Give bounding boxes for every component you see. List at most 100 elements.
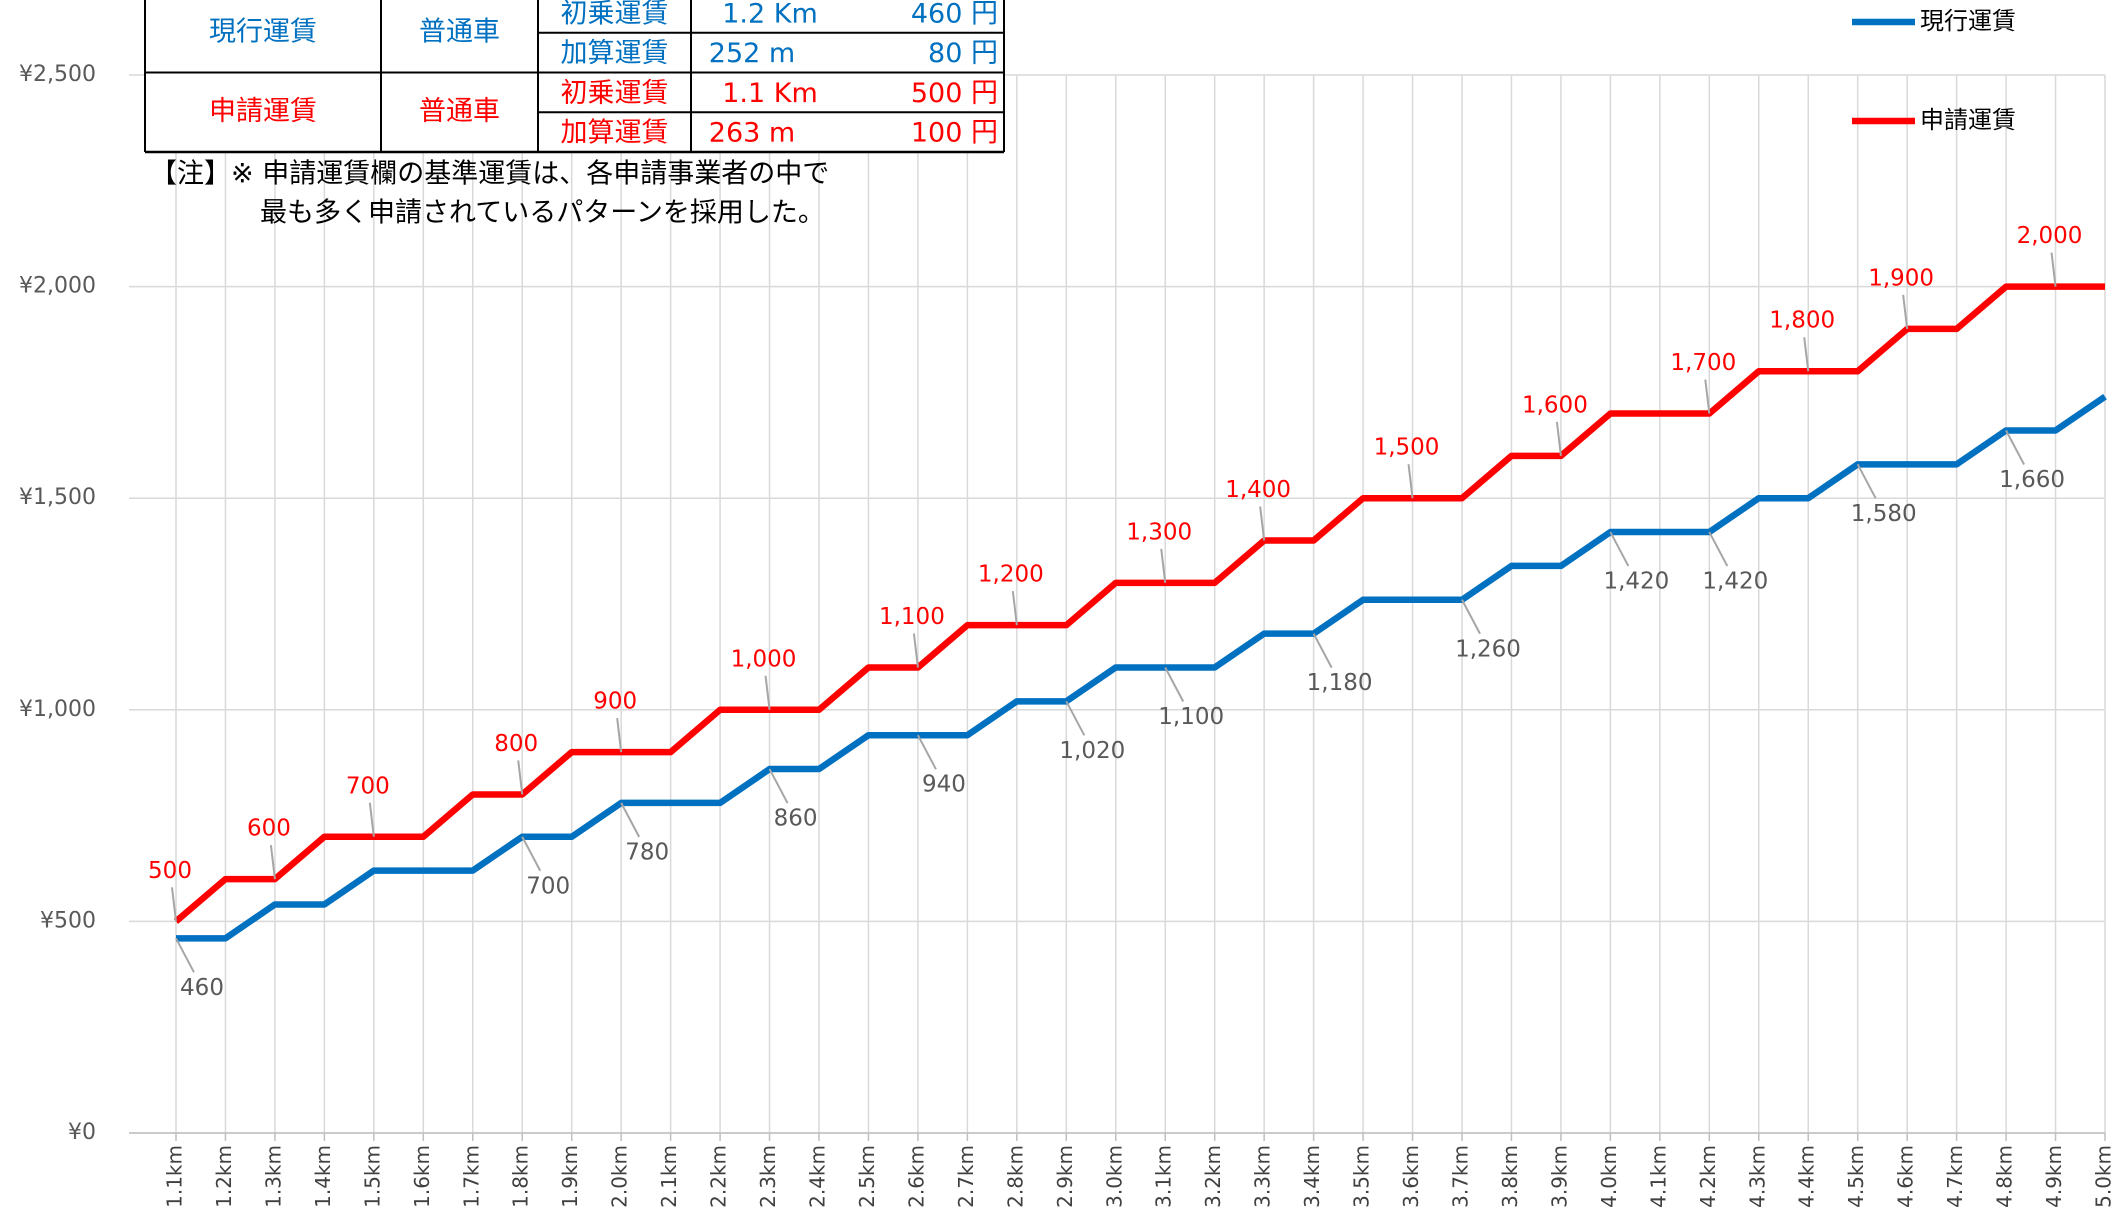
x-tick-label: 1.3km xyxy=(261,1145,285,1208)
data-label: 1,660 xyxy=(1999,467,2065,493)
leader-line xyxy=(368,802,375,837)
table-cell: 1.1 Km xyxy=(722,78,818,109)
data-label: 700 xyxy=(346,773,390,799)
leader-line xyxy=(269,844,276,880)
leader-line xyxy=(1065,700,1086,736)
leader-line xyxy=(171,887,177,922)
leader-line xyxy=(1461,599,1481,635)
table-cell: 263 m xyxy=(709,118,795,149)
x-tick-label: 3.6km xyxy=(1399,1145,1423,1208)
x-tick-label: 4.1km xyxy=(1646,1145,1670,1208)
leader-line xyxy=(1708,531,1729,567)
series-line xyxy=(173,283,2105,924)
data-label: 500 xyxy=(148,858,192,884)
x-tick-label: 2.1km xyxy=(657,1145,681,1208)
data-label: 600 xyxy=(247,816,291,842)
leader-line xyxy=(521,836,542,872)
table-bg xyxy=(145,0,1004,152)
leader-line xyxy=(1407,464,1414,499)
data-label: 780 xyxy=(625,839,669,865)
note-line: 【注】※ 申請運賃欄の基準運賃は、各申請事業者の中で xyxy=(150,159,829,190)
table-cell: 100 円 xyxy=(911,118,998,149)
table-cell: 500 円 xyxy=(911,78,998,109)
leader-line xyxy=(2050,252,2057,287)
x-tick-label: 2.9km xyxy=(1053,1145,1077,1208)
x-tick-label: 4.0km xyxy=(1597,1145,1621,1208)
table-cell: 普通車 xyxy=(419,16,500,47)
leader-line xyxy=(620,802,641,838)
data-label: 1,420 xyxy=(1702,569,1768,595)
table-cell: 加算運賃 xyxy=(561,38,669,69)
data-label: 1,580 xyxy=(1851,501,1917,527)
leader-line xyxy=(917,734,937,770)
leader-line xyxy=(2005,430,2025,465)
data-label: 2,000 xyxy=(2017,223,2083,249)
data-label: 860 xyxy=(774,806,818,832)
x-tick-label: 1.8km xyxy=(509,1145,533,1208)
x-tick-label: 3.7km xyxy=(1449,1145,1473,1208)
data-label: 1,260 xyxy=(1455,636,1521,662)
x-tick-label: 1.1km xyxy=(163,1145,187,1208)
series-line xyxy=(176,393,2107,942)
data-label: 1,100 xyxy=(1158,704,1224,730)
leader-line xyxy=(616,718,623,753)
y-tick-label: ¥1,000 xyxy=(19,697,96,722)
leader-line xyxy=(1803,337,1810,372)
table-cell: 申請運賃 xyxy=(209,96,317,127)
x-tick-label: 3.3km xyxy=(1251,1145,1275,1208)
x-tick-label: 3.8km xyxy=(1498,1145,1522,1208)
data-label: 1,180 xyxy=(1307,670,1373,696)
leader-line xyxy=(1609,531,1630,567)
table-cell: 460 円 xyxy=(911,0,998,29)
note-line: 最も多く申請されているパターンを採用した。 xyxy=(260,198,825,229)
leader-line xyxy=(1011,591,1018,626)
y-tick-label: ¥0 xyxy=(68,1120,96,1145)
data-label: 700 xyxy=(526,873,570,899)
data-label: 1,300 xyxy=(1126,519,1192,545)
leader-line xyxy=(517,760,524,795)
table-cell: 加算運賃 xyxy=(561,118,669,149)
y-tick-label: ¥2,500 xyxy=(19,62,96,87)
x-tick-label: 2.4km xyxy=(806,1145,830,1208)
leader-line xyxy=(1902,294,1909,330)
x-tick-label: 2.7km xyxy=(954,1145,978,1208)
table-cell: 初乗運賃 xyxy=(561,0,669,29)
legend-label: 現行運賃 xyxy=(1920,7,2016,35)
leader-line xyxy=(1555,421,1562,456)
x-tick-label: 4.7km xyxy=(1943,1145,1967,1208)
table-cell: 初乗運賃 xyxy=(561,78,669,109)
leader-line xyxy=(764,675,771,710)
data-label: 460 xyxy=(180,975,224,1001)
table-cell: 現行運賃 xyxy=(209,16,317,47)
data-label: 1,020 xyxy=(1059,738,1125,764)
x-tick-label: 1.2km xyxy=(212,1145,236,1208)
data-label: 1,420 xyxy=(1603,569,1669,595)
x-tick-label: 2.0km xyxy=(608,1145,632,1208)
table-cell: 252 m xyxy=(709,38,795,69)
x-tick-label: 1.4km xyxy=(311,1145,335,1208)
x-tick-label: 1.9km xyxy=(558,1145,582,1208)
leader-line xyxy=(175,937,195,973)
x-tick-label: 3.0km xyxy=(1102,1145,1126,1208)
leader-line xyxy=(1704,379,1711,414)
data-label: 1,900 xyxy=(1868,265,1934,291)
y-tick-label: ¥2,000 xyxy=(19,274,96,299)
x-tick-label: 2.6km xyxy=(904,1145,928,1208)
x-tick-label: 4.8km xyxy=(1993,1145,2017,1208)
data-label: 900 xyxy=(593,689,637,715)
x-tick-label: 2.2km xyxy=(707,1145,731,1208)
x-tick-label: 1.5km xyxy=(360,1145,384,1208)
leader-line xyxy=(912,633,919,668)
x-tick-label: 5.0km xyxy=(2092,1145,2116,1208)
data-label: 1,400 xyxy=(1225,477,1291,503)
x-tick-label: 4.6km xyxy=(1894,1145,1918,1208)
data-label: 1,500 xyxy=(1374,435,1440,461)
data-label: 1,700 xyxy=(1670,350,1736,376)
x-tick-label: 4.3km xyxy=(1745,1145,1769,1208)
table-cell: 1.2 Km xyxy=(722,0,818,29)
x-tick-label: 3.1km xyxy=(1152,1145,1176,1208)
x-tick-label: 1.6km xyxy=(410,1145,434,1208)
leader-line xyxy=(768,768,789,804)
